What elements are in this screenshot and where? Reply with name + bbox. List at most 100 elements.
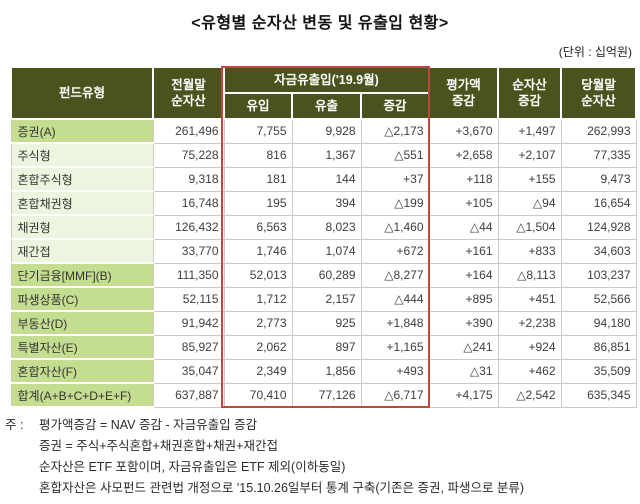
value-cell: △6,717 bbox=[360, 382, 430, 408]
fund-type-cell: 주식형 bbox=[10, 142, 154, 168]
fund-type-cell: 채권형 bbox=[10, 214, 154, 240]
value-cell: 94,180 bbox=[560, 310, 637, 336]
value-cell: 103,237 bbox=[560, 262, 637, 288]
value-cell: 1,712 bbox=[223, 286, 293, 312]
value-cell: 85,927 bbox=[152, 334, 225, 360]
col-outflow: 유출 bbox=[291, 92, 362, 120]
page-title: <유형별 순자산 변동 및 유출입 현황> bbox=[191, 15, 449, 32]
table-row: 파생상품(C) 52,115 1,712 2,157 △444 +895 +451 52,56… bbox=[10, 286, 637, 312]
table-row: 주식형 75,228 816 1,367 △551 +2,658 +2,107 77,335 bbox=[10, 142, 637, 168]
col-inflow: 유입 bbox=[223, 92, 293, 120]
table-row: 혼합자산(F) 35,047 2,349 1,856 +493 △31 +462 35,509 bbox=[10, 358, 637, 384]
value-cell: 77,126 bbox=[291, 382, 362, 408]
table-row: 혼합채권형 16,748 195 394 △199 +105 △94 16,654 bbox=[10, 190, 637, 216]
value-cell: +105 bbox=[428, 190, 499, 216]
fund-type-cell: 재간접 bbox=[10, 238, 154, 264]
value-cell: △1,504 bbox=[497, 214, 562, 240]
value-cell: 34,603 bbox=[560, 238, 637, 264]
value-cell: 144 bbox=[291, 166, 362, 192]
fund-type-cell: 부동산(D) bbox=[10, 310, 154, 336]
table-row: 부동산(D) 91,942 2,773 925 +1,848 +390 +2,238 94,1… bbox=[10, 310, 637, 336]
value-cell: 1,856 bbox=[291, 358, 362, 384]
notes-prefix: 주 : bbox=[5, 418, 24, 432]
value-cell: +1,497 bbox=[497, 118, 562, 144]
col-fund-type: 펀드유형 bbox=[10, 66, 154, 120]
value-cell: 126,432 bbox=[152, 214, 225, 240]
value-cell: +451 bbox=[497, 286, 562, 312]
value-cell: 1,367 bbox=[291, 142, 362, 168]
value-cell: 262,993 bbox=[560, 118, 637, 144]
value-cell: 925 bbox=[291, 310, 362, 336]
table-row: 재간접 33,770 1,746 1,074 +672 +161 +833 34,603 bbox=[10, 238, 637, 264]
table-row: 증권(A) 261,496 7,755 9,928 △2,173 +3,670 +1,497… bbox=[10, 118, 637, 144]
table-body: 증권(A) 261,496 7,755 9,928 △2,173 +3,670 +1,497… bbox=[10, 118, 637, 408]
value-cell: 897 bbox=[291, 334, 362, 360]
value-cell: 2,157 bbox=[291, 286, 362, 312]
value-cell: +4,175 bbox=[428, 382, 499, 408]
value-cell: △94 bbox=[497, 190, 562, 216]
value-cell: △241 bbox=[428, 334, 499, 360]
table-row: 합계(A+B+C+D+E+F) 637,887 70,410 77,126 △6,717… bbox=[10, 382, 637, 408]
value-cell: 195 bbox=[223, 190, 293, 216]
value-cell: +155 bbox=[497, 166, 562, 192]
value-cell: 35,509 bbox=[560, 358, 637, 384]
table-row: 혼합주식형 9,318 181 144 +37 +118 +155 9,473 bbox=[10, 166, 637, 192]
table-row: 특별자산(E) 85,927 2,062 897 +1,165 △241 +924 86,85… bbox=[10, 334, 637, 360]
note-line: 평가액증감 = NAV 증감 - 자금유출입 증감 bbox=[39, 418, 258, 432]
value-cell: +37 bbox=[360, 166, 430, 192]
fund-type-cell: 혼합채권형 bbox=[10, 190, 154, 216]
value-cell: 6,563 bbox=[223, 214, 293, 240]
value-cell: 9,318 bbox=[152, 166, 225, 192]
col-net-change: 증감 bbox=[360, 92, 430, 120]
value-cell: +1,165 bbox=[360, 334, 430, 360]
value-cell: 9,928 bbox=[291, 118, 362, 144]
value-cell: △8,277 bbox=[360, 262, 430, 288]
value-cell: 77,335 bbox=[560, 142, 637, 168]
col-flow-group: 자금유출입('19.9월) bbox=[223, 66, 430, 94]
value-cell: △44 bbox=[428, 214, 499, 240]
fund-type-cell: 단기금융[MMF](B) bbox=[10, 262, 154, 288]
value-cell: 70,410 bbox=[223, 382, 293, 408]
table-header: 펀드유형 전월말 순자산 자금유출입('19.9월) 평가액 증감 순자산 증감… bbox=[10, 66, 637, 120]
value-cell: +118 bbox=[428, 166, 499, 192]
value-cell: 91,942 bbox=[152, 310, 225, 336]
col-curr-month-nav: 당월말 순자산 bbox=[560, 66, 637, 120]
note-line: 혼합자산은 사모펀드 관련법 개정으로 '15.10.26일부터 통계 구축(기… bbox=[39, 481, 525, 495]
col-prev-month-nav: 전월말 순자산 bbox=[152, 66, 225, 120]
value-cell: +895 bbox=[428, 286, 499, 312]
value-cell: 261,496 bbox=[152, 118, 225, 144]
value-cell: 35,047 bbox=[152, 358, 225, 384]
funds-table-wrap: 펀드유형 전월말 순자산 자금유출입('19.9월) 평가액 증감 순자산 증감… bbox=[10, 66, 637, 408]
fund-type-cell: 혼합자산(F) bbox=[10, 358, 154, 384]
value-cell: 60,289 bbox=[291, 262, 362, 288]
value-cell: 394 bbox=[291, 190, 362, 216]
col-valuation-change: 평가액 증감 bbox=[428, 66, 499, 120]
fund-type-cell: 특별자산(E) bbox=[10, 334, 154, 360]
value-cell: +2,658 bbox=[428, 142, 499, 168]
value-cell: 111,350 bbox=[152, 262, 225, 288]
value-cell: △1,460 bbox=[360, 214, 430, 240]
value-cell: +1,848 bbox=[360, 310, 430, 336]
value-cell: 637,887 bbox=[152, 382, 225, 408]
value-cell: 33,770 bbox=[152, 238, 225, 264]
value-cell: △444 bbox=[360, 286, 430, 312]
note-line: 증권 = 주식+주식혼합+채권혼합+채권+재간접 bbox=[39, 439, 278, 453]
value-cell: 16,748 bbox=[152, 190, 225, 216]
col-nav-change: 순자산 증감 bbox=[497, 66, 562, 120]
fund-type-cell: 파생상품(C) bbox=[10, 286, 154, 312]
value-cell: +164 bbox=[428, 262, 499, 288]
value-cell: +672 bbox=[360, 238, 430, 264]
value-cell: 124,928 bbox=[560, 214, 637, 240]
value-cell: 75,228 bbox=[152, 142, 225, 168]
note-line: 순자산은 ETF 포함이며, 자금유출입은 ETF 제외(이하동일) bbox=[39, 460, 346, 474]
value-cell: 2,349 bbox=[223, 358, 293, 384]
value-cell: 52,013 bbox=[223, 262, 293, 288]
value-cell: 1,074 bbox=[291, 238, 362, 264]
fund-type-cell: 합계(A+B+C+D+E+F) bbox=[10, 382, 154, 408]
value-cell: 2,062 bbox=[223, 334, 293, 360]
value-cell: △2,173 bbox=[360, 118, 430, 144]
value-cell: 52,115 bbox=[152, 286, 225, 312]
value-cell: +390 bbox=[428, 310, 499, 336]
value-cell: +161 bbox=[428, 238, 499, 264]
